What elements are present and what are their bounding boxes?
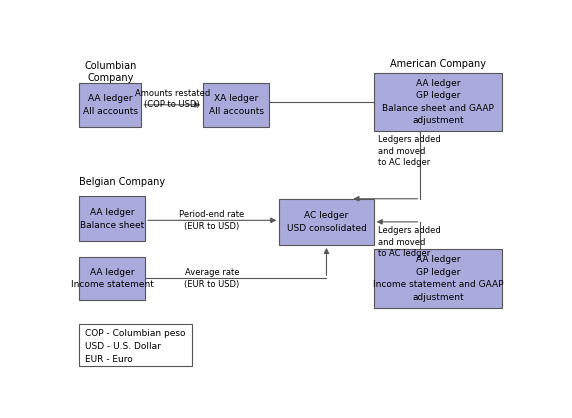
Text: Columbian
Company: Columbian Company	[84, 61, 137, 82]
Text: AC ledger
USD consolidated: AC ledger USD consolidated	[287, 211, 367, 233]
Bar	[279, 199, 374, 245]
Bar	[374, 73, 502, 131]
Bar	[80, 257, 145, 301]
Text: AA ledger
All accounts: AA ledger All accounts	[83, 94, 138, 116]
Text: AA ledger
GP ledger
Income statement and GAAP
adjustment: AA ledger GP ledger Income statement and…	[373, 255, 503, 302]
Text: American Company: American Company	[390, 59, 486, 69]
Bar	[80, 196, 145, 241]
Text: AA ledger
Balance sheet: AA ledger Balance sheet	[80, 208, 144, 229]
Text: Period-end rate
(EUR to USD): Period-end rate (EUR to USD)	[179, 210, 244, 231]
Text: Amounts restated
(COP to USD): Amounts restated (COP to USD)	[134, 89, 210, 110]
Text: Ledgers added
and moved
to AC ledger: Ledgers added and moved to AC ledger	[378, 226, 440, 258]
Text: AA ledger
Income statement: AA ledger Income statement	[71, 268, 154, 289]
Text: XA ledger
All accounts: XA ledger All accounts	[209, 94, 264, 116]
Text: COP - Columbian peso
USD - U.S. Dollar
EUR - Euro: COP - Columbian peso USD - U.S. Dollar E…	[85, 329, 186, 364]
Text: Belgian Company: Belgian Company	[80, 177, 165, 187]
Text: Average rate
(EUR to USD): Average rate (EUR to USD)	[184, 268, 240, 289]
Text: AA ledger
GP ledger
Balance sheet and GAAP
adjustment: AA ledger GP ledger Balance sheet and GA…	[382, 79, 494, 125]
Bar	[80, 82, 141, 127]
Bar	[80, 324, 192, 366]
Text: Ledgers added
and moved
to AC ledger: Ledgers added and moved to AC ledger	[378, 135, 440, 168]
Bar	[203, 82, 269, 127]
Bar	[374, 249, 502, 308]
